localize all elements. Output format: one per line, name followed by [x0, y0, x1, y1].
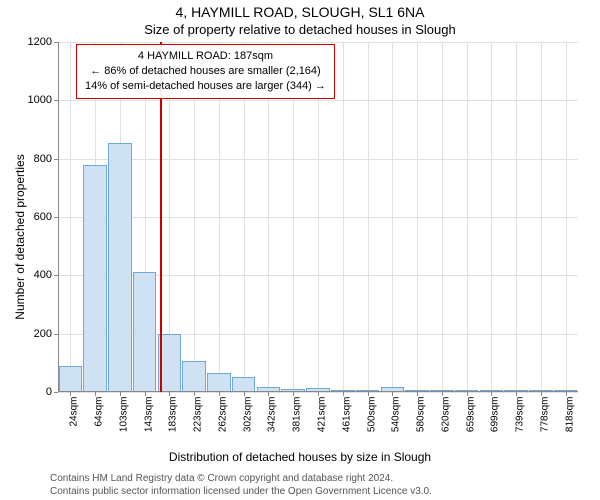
x-tick-label: 24sqm: [69, 397, 80, 457]
x-tick-label: 699sqm: [490, 397, 501, 457]
x-tick-mark: [194, 392, 195, 396]
x-tick-mark: [516, 392, 517, 396]
x-tick-mark: [417, 392, 418, 396]
y-tick-label: 800: [12, 153, 52, 165]
x-tick-mark: [120, 392, 121, 396]
y-axis-line: [58, 42, 59, 392]
gridline-v: [491, 42, 492, 392]
info-box-line-1: 4 HAYMILL ROAD: 187sqm: [85, 49, 326, 64]
y-tick-mark: [54, 392, 58, 393]
x-tick-label: 262sqm: [217, 397, 228, 457]
histogram-bar: [133, 272, 157, 392]
footer-line-1: Contains HM Land Registry data © Crown c…: [50, 472, 432, 485]
gridline-v: [70, 42, 71, 392]
y-axis-label: Number of detached properties: [13, 137, 27, 337]
x-tick-mark: [219, 392, 220, 396]
x-tick-mark: [169, 392, 170, 396]
chart-container: 4, HAYMILL ROAD, SLOUGH, SL1 6NA Size of…: [0, 0, 600, 500]
gridline-v: [392, 42, 393, 392]
x-tick-label: 342sqm: [267, 397, 278, 457]
histogram-bar: [207, 373, 231, 392]
x-tick-mark: [392, 392, 393, 396]
x-tick-mark: [95, 392, 96, 396]
histogram-bar: [59, 366, 83, 392]
x-tick-label: 183sqm: [168, 397, 179, 457]
x-tick-label: 659sqm: [465, 397, 476, 457]
x-axis-line: [58, 391, 578, 392]
x-tick-label: 64sqm: [94, 397, 105, 457]
x-tick-mark: [566, 392, 567, 396]
chart-subtitle: Size of property relative to detached ho…: [0, 22, 600, 37]
x-tick-mark: [145, 392, 146, 396]
x-tick-label: 500sqm: [366, 397, 377, 457]
x-tick-mark: [244, 392, 245, 396]
histogram-bar: [83, 165, 107, 393]
x-tick-label: 223sqm: [193, 397, 204, 457]
address-title: 4, HAYMILL ROAD, SLOUGH, SL1 6NA: [0, 4, 600, 20]
x-tick-mark: [541, 392, 542, 396]
histogram-bar: [182, 361, 206, 392]
footer-attribution: Contains HM Land Registry data © Crown c…: [50, 472, 432, 498]
x-tick-mark: [318, 392, 319, 396]
y-tick-label: 1000: [12, 94, 52, 106]
x-tick-mark: [293, 392, 294, 396]
gridline-v: [516, 42, 517, 392]
y-tick-label: 400: [12, 269, 52, 281]
chart-plot-area: 02004006008001000120024sqm64sqm103sqm143…: [58, 42, 578, 392]
y-tick-label: 1200: [12, 36, 52, 48]
info-box-line-3: 14% of semi-detached houses are larger (…: [85, 79, 326, 94]
gridline-v: [566, 42, 567, 392]
histogram-bar: [232, 377, 256, 392]
x-tick-label: 143sqm: [143, 397, 154, 457]
gridline-v: [368, 42, 369, 392]
gridline-v: [343, 42, 344, 392]
gridline-v: [467, 42, 468, 392]
x-tick-mark: [491, 392, 492, 396]
info-box-line-2: ← 86% of detached houses are smaller (2,…: [85, 64, 326, 79]
y-tick-label: 600: [12, 211, 52, 223]
x-tick-label: 739sqm: [515, 397, 526, 457]
property-info-box: 4 HAYMILL ROAD: 187sqm← 86% of detached …: [76, 44, 335, 99]
x-tick-mark: [343, 392, 344, 396]
x-tick-label: 778sqm: [539, 397, 550, 457]
x-tick-mark: [368, 392, 369, 396]
x-tick-label: 461sqm: [341, 397, 352, 457]
gridline-v: [442, 42, 443, 392]
gridline-v: [417, 42, 418, 392]
y-tick-label: 0: [12, 386, 52, 398]
histogram-bar: [108, 143, 132, 392]
x-tick-label: 302sqm: [242, 397, 253, 457]
x-tick-label: 103sqm: [118, 397, 129, 457]
y-tick-label: 200: [12, 328, 52, 340]
x-tick-mark: [268, 392, 269, 396]
x-tick-label: 381sqm: [292, 397, 303, 457]
gridline-v: [541, 42, 542, 392]
x-tick-label: 421sqm: [317, 397, 328, 457]
x-tick-mark: [442, 392, 443, 396]
x-tick-label: 540sqm: [391, 397, 402, 457]
x-tick-label: 620sqm: [440, 397, 451, 457]
x-tick-label: 818sqm: [564, 397, 575, 457]
x-tick-label: 580sqm: [416, 397, 427, 457]
x-tick-mark: [467, 392, 468, 396]
footer-line-2: Contains public sector information licen…: [50, 485, 432, 498]
x-tick-mark: [70, 392, 71, 396]
